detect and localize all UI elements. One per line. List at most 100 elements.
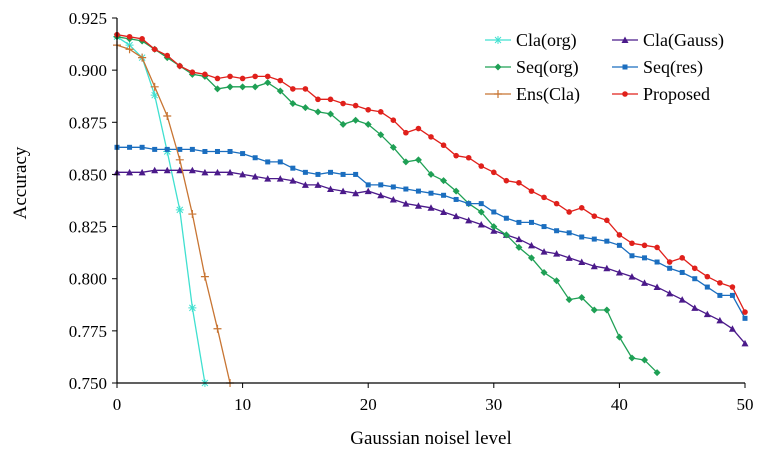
data-point: [364, 120, 372, 128]
data-point: [177, 146, 183, 152]
series-layer: [113, 31, 749, 387]
x-tick-label: 50: [737, 395, 754, 414]
data-point: [327, 96, 334, 103]
data-point: [315, 171, 321, 177]
data-point: [302, 86, 309, 92]
data-point: [252, 155, 258, 161]
data-point: [415, 125, 422, 132]
tick-labels: 0.750 0.775 0.800 0.825 0.850 0.875 0.900 0.925…: [69, 9, 754, 414]
data-point: [289, 177, 297, 184]
data-point: [641, 279, 649, 286]
data-point: [176, 166, 184, 174]
data-point: [553, 200, 560, 207]
data-point: [290, 86, 296, 92]
y-tick-label: 0.750: [69, 374, 107, 393]
data-point: [377, 191, 385, 199]
data-point: [213, 85, 221, 93]
legend-label: Seq(org): [516, 57, 579, 78]
data-point: [352, 116, 360, 124]
data-point: [691, 304, 699, 311]
data-point: [213, 324, 222, 333]
data-point: [453, 152, 459, 159]
data-point: [527, 241, 535, 249]
data-point: [541, 224, 547, 230]
data-point: [189, 146, 195, 152]
data-point: [213, 168, 221, 176]
data-point: [516, 179, 522, 186]
data-point: [717, 292, 723, 298]
data-point: [227, 148, 233, 154]
data-point: [327, 185, 335, 193]
data-point: [314, 108, 322, 116]
data-point: [629, 253, 635, 259]
data-point: [654, 259, 660, 265]
data-point: [403, 186, 409, 192]
legend-label: Cla(org): [516, 30, 577, 51]
data-point: [301, 104, 309, 112]
legend-label: Ens(Cla): [516, 84, 580, 105]
data-point: [565, 296, 573, 304]
data-point: [629, 240, 635, 247]
data-point: [465, 216, 473, 224]
legend-item: Seq(org): [485, 57, 579, 78]
data-point: [527, 254, 535, 262]
y-tick-label: 0.825: [69, 218, 107, 237]
series-line: [116, 36, 658, 374]
data-point: [126, 168, 134, 176]
data-point: [528, 219, 534, 225]
data-point: [353, 171, 359, 177]
data-point: [579, 234, 585, 240]
data-point: [490, 223, 498, 231]
data-point: [139, 36, 145, 42]
legend-item: Seq(res): [612, 57, 703, 78]
data-point: [666, 259, 673, 265]
data-point: [491, 209, 497, 215]
data-point: [716, 316, 724, 324]
data-point: [591, 236, 597, 242]
legend-label: Seq(res): [643, 57, 703, 78]
data-point: [428, 190, 434, 196]
legend-item: Ens(Cla): [485, 84, 580, 105]
data-point: [339, 120, 347, 128]
data-point: [252, 73, 258, 80]
data-point: [516, 219, 522, 225]
data-point: [641, 242, 648, 249]
data-point: [352, 189, 360, 197]
data-point: [125, 45, 134, 54]
data-point: [251, 83, 259, 91]
data-point: [604, 238, 610, 244]
data-point: [742, 315, 748, 321]
legend-item: Proposed: [612, 84, 710, 104]
data-point: [188, 210, 197, 219]
data-point: [478, 201, 484, 207]
data-point: [553, 250, 561, 257]
data-point: [466, 201, 472, 207]
data-point: [163, 112, 172, 121]
data-point: [452, 212, 460, 220]
data-point: [717, 280, 723, 286]
data-point: [339, 187, 347, 195]
data-point: [403, 129, 409, 136]
series-ens-cla: [113, 41, 235, 387]
data-point: [276, 175, 284, 182]
data-point: [615, 268, 623, 276]
data-point: [578, 205, 585, 211]
data-point: [591, 213, 598, 219]
data-point: [150, 82, 159, 91]
y-axis-label: Accuracy: [10, 146, 31, 219]
data-point: [390, 184, 396, 190]
data-point: [378, 182, 384, 188]
x-tick-label: 30: [485, 395, 502, 414]
data-point: [402, 158, 410, 166]
data-point: [327, 110, 335, 118]
data-point: [177, 63, 183, 69]
data-point: [566, 209, 572, 215]
data-point: [477, 220, 485, 228]
data-point: [276, 87, 284, 95]
data-point: [251, 173, 259, 180]
data-point: [239, 83, 247, 91]
y-tick-label: 0.875: [69, 113, 107, 132]
data-point: [138, 168, 146, 176]
data-point: [428, 134, 434, 140]
